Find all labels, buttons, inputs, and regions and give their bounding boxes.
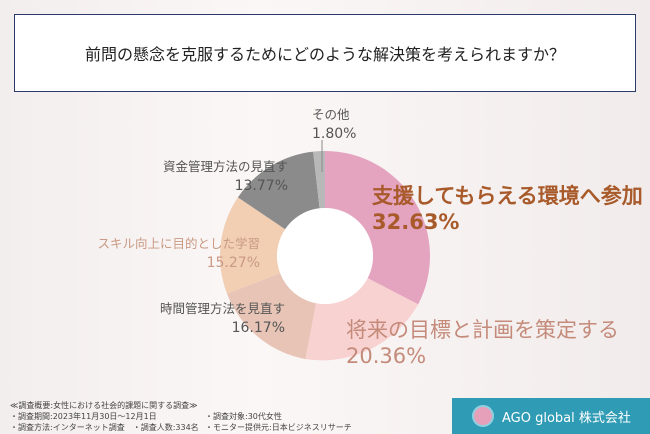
- slice-2: [226, 273, 317, 360]
- survey-summary: ≪調査概要:女性における社会的課題に関する調査≫ ・調査期間:2023年11月30…: [10, 401, 199, 432]
- label-5: その他 1.80%: [312, 107, 357, 143]
- brand-name: AGO global 株式会社: [502, 410, 631, 426]
- slice-1: [305, 278, 419, 361]
- logo-icon: [472, 405, 494, 427]
- label-2: 時間管理方法を見直す 16.17%: [159, 301, 285, 337]
- question-title: 前問の懸念を克服するためにどのような解決策を考えられますか？: [14, 14, 636, 92]
- slice-0: [325, 151, 431, 305]
- label-3: スキル向上に目的とした学習 15.27%: [97, 236, 260, 272]
- survey-summary-2: ・調査対象:30代女性 ・モニター提供元:日本ビジネスリサーチ: [205, 412, 352, 432]
- label-4: 資金管理方法の見直す 13.77%: [162, 159, 288, 195]
- label-0: 支援してもらえる環境へ参加 32.63%: [372, 184, 643, 234]
- slice-4: [237, 151, 320, 230]
- slice-3: [220, 197, 286, 294]
- donut-hole: [277, 208, 373, 304]
- label-1: 将来の目標と計画を策定する 20.36%: [346, 318, 619, 368]
- brand-banner: AGO global 株式会社: [452, 398, 650, 434]
